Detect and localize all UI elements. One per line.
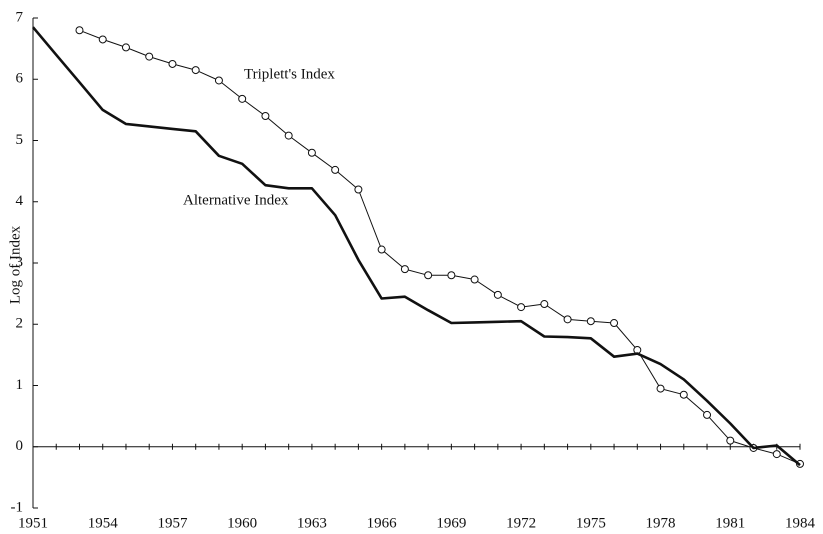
point <box>679 390 688 399</box>
series-line <box>79 29 801 465</box>
x-tick-label: 1969 <box>436 515 466 531</box>
x-tick-label: 1975 <box>576 515 606 531</box>
y-tick-label: 6 <box>16 71 24 87</box>
point <box>191 66 200 75</box>
x-tick-label: 1951 <box>18 515 48 531</box>
series-line <box>32 26 801 467</box>
point <box>145 52 154 61</box>
annotation: Alternative Index <box>183 192 289 208</box>
point <box>400 265 409 274</box>
x-tick-label: 1984 <box>785 515 816 531</box>
point <box>610 319 619 328</box>
point <box>214 76 223 85</box>
point <box>377 245 386 254</box>
point <box>703 410 712 419</box>
x-tick-label: 1972 <box>506 515 536 531</box>
x-tick-label: 1981 <box>715 515 745 531</box>
point <box>772 450 781 459</box>
y-tick-label: -1 <box>11 499 24 515</box>
x-tick-label: 1954 <box>88 515 119 531</box>
point <box>424 271 433 280</box>
x-tick-label: 1966 <box>367 515 398 531</box>
point <box>540 300 549 309</box>
y-tick-label: 4 <box>16 193 24 209</box>
y-axis-label: Log of Index <box>7 225 23 304</box>
x-tick-label: 1957 <box>157 515 188 531</box>
point <box>168 59 177 68</box>
point <box>98 35 107 44</box>
point <box>493 290 502 299</box>
point <box>656 384 665 393</box>
point <box>354 185 363 194</box>
point <box>517 303 526 312</box>
point <box>261 112 270 120</box>
y-tick-label: 0 <box>16 438 24 454</box>
point <box>447 271 456 280</box>
x-tick-label: 1963 <box>297 515 327 531</box>
annotation: Triplett's Index <box>244 66 335 82</box>
y-tick-label: 7 <box>16 9 24 25</box>
point <box>331 165 340 174</box>
point <box>121 43 130 52</box>
y-tick-label: 2 <box>16 316 24 332</box>
x-tick-label: 1960 <box>227 515 257 531</box>
y-tick-label: 5 <box>16 132 24 148</box>
x-tick-label: 1978 <box>646 515 676 531</box>
point <box>284 131 293 140</box>
point <box>726 436 735 445</box>
point <box>586 317 595 326</box>
y-tick-label: 1 <box>16 377 24 393</box>
point <box>238 94 247 103</box>
point <box>307 148 316 157</box>
y-tick-label: 3 <box>16 254 24 270</box>
point <box>470 275 479 284</box>
point <box>75 26 84 35</box>
point <box>563 315 572 324</box>
